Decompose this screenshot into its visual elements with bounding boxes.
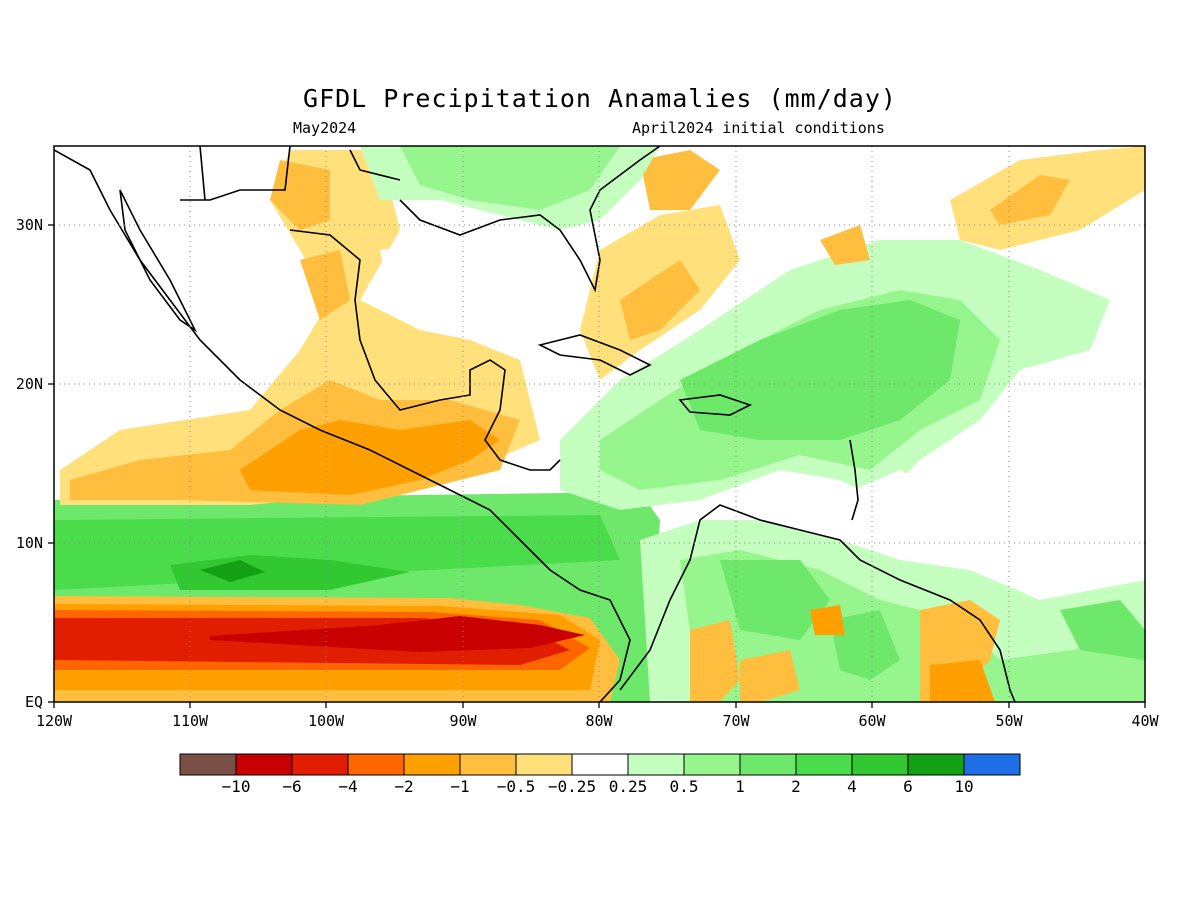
colorbar-swatch — [179, 753, 237, 776]
colorbar-swatch — [963, 753, 1021, 776]
coastline-us-gulf — [399, 146, 661, 293]
colorbar-label: 4 — [847, 777, 857, 796]
map-title: GFDL Precipitation Anamalies (mm/day) — [303, 84, 897, 113]
lon-tick-label: 70W — [722, 712, 750, 730]
anomaly-region — [270, 160, 330, 230]
colorbar-label: −6 — [282, 777, 301, 796]
anomaly-region — [380, 235, 590, 340]
lon-tick-label: 80W — [585, 712, 613, 730]
lat-labels: EQ 10N 20N 30N — [16, 216, 43, 711]
colorbar-label: −0.5 — [497, 777, 536, 796]
coastline-cuba — [537, 334, 652, 376]
colorbar-label: 1 — [735, 777, 745, 796]
colorbar — [179, 753, 1021, 776]
colorbar-labels: −10 −6 −4 −2 −1 −0.5 −0.25 0.25 0.5 1 2 4 6 10 — [222, 777, 974, 796]
anomaly-region — [830, 470, 960, 540]
colorbar-swatch — [571, 753, 629, 776]
lon-tick-label: 90W — [449, 712, 477, 730]
colorbar-label: −0.25 — [548, 777, 596, 796]
lon-tick-label: 110W — [172, 712, 209, 730]
colorbar-swatch — [627, 753, 685, 776]
colorbar-label: 10 — [954, 777, 973, 796]
colorbar-swatch — [291, 753, 349, 776]
lon-tick-label: 40W — [1131, 712, 1159, 730]
colorbar-swatch — [739, 753, 797, 776]
colorbar-label: 0.25 — [609, 777, 648, 796]
colorbar-swatch — [347, 753, 405, 776]
lon-tick-label: 50W — [995, 712, 1023, 730]
anomaly-region — [620, 260, 700, 340]
anomaly-region — [930, 660, 995, 702]
anomaly-region — [720, 560, 830, 640]
colorbar-label: −1 — [450, 777, 469, 796]
forecast-month-label: May2024 — [293, 119, 357, 137]
coastlines — [54, 146, 1016, 702]
axis-ticks — [48, 224, 1146, 708]
colorbar-label: −2 — [394, 777, 413, 796]
anomaly-region — [740, 650, 800, 702]
colorbar-swatch — [851, 753, 909, 776]
anomaly-region — [640, 150, 720, 210]
anomaly-field — [54, 146, 1145, 702]
coastline-hispaniola — [678, 394, 753, 416]
colorbar-label: −4 — [338, 777, 357, 796]
colorbar-label: 6 — [903, 777, 913, 796]
colorbar-swatch — [403, 753, 461, 776]
lon-tick-label: 100W — [308, 712, 345, 730]
lon-labels: 120W 110W 100W 90W 80W 70W 60W 50W 40W — [36, 712, 1160, 730]
colorbar-swatch — [515, 753, 573, 776]
border-us-mexico — [180, 146, 291, 201]
anomaly-region — [240, 420, 500, 495]
anomaly-region — [820, 225, 870, 265]
anomaly-region — [830, 610, 900, 680]
lon-tick-label: 120W — [36, 712, 73, 730]
colorbar-label: 2 — [791, 777, 801, 796]
colorbar-swatch — [683, 753, 741, 776]
anomaly-region — [400, 146, 620, 210]
anomaly-region — [990, 175, 1070, 225]
lat-tick-label: 20N — [16, 375, 43, 393]
lat-tick-label: EQ — [25, 693, 43, 711]
anomaly-region — [690, 620, 740, 702]
anomaly-region — [210, 616, 585, 652]
border-rivers — [199, 146, 401, 201]
coastline-gulf — [289, 229, 561, 471]
coastline-south-america — [619, 504, 1016, 702]
anomaly-region — [810, 605, 845, 635]
initial-conditions-label: April2024 initial conditions — [632, 119, 885, 137]
lat-tick-label: 10N — [16, 534, 43, 552]
anomaly-region — [300, 250, 350, 320]
coastline-baja — [119, 189, 198, 333]
colorbar-swatch — [235, 753, 293, 776]
colorbar-label: −10 — [222, 777, 251, 796]
graticule — [54, 146, 1145, 702]
coastline-lesser-antilles — [849, 439, 859, 521]
coastline-mexico-pacific — [54, 149, 631, 702]
colorbar-swatch — [795, 753, 853, 776]
lon-tick-label: 60W — [858, 712, 886, 730]
colorbar-swatch — [459, 753, 517, 776]
lat-tick-label: 30N — [16, 216, 43, 234]
colorbar-label: 0.5 — [670, 777, 699, 796]
anomaly-region — [1060, 600, 1145, 660]
anomaly-region — [200, 560, 265, 582]
colorbar-swatch — [907, 753, 965, 776]
